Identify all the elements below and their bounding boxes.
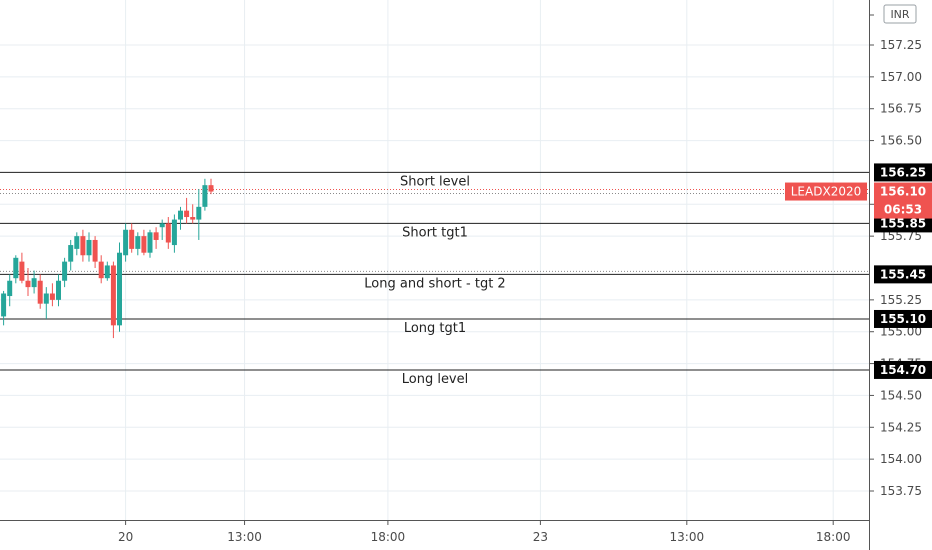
candle-body [208,185,214,192]
price-tick-label: 155.75 [880,229,922,243]
candle-body [165,223,171,243]
candle-body [202,185,208,207]
price-tags: 156.25 155.85 155.45 155.10 154.70 LEADX2020 1… [785,163,932,379]
candle-body [117,252,122,326]
candle-body [62,261,68,281]
level-label: Long tgt1 [404,321,466,336]
price-tick-label: 157.25 [880,38,922,52]
time-tick-label: 18:00 [371,530,406,544]
level-price-tag [874,163,932,182]
grid-lines [0,0,869,520]
countdown-label: 06:53 [884,203,922,217]
candle-body [13,257,19,279]
level-price-label: 156.25 [880,165,926,179]
last-price-label: 156.10 [880,185,926,199]
price-tick-label: 157.00 [880,70,922,84]
price-tick-label: 155.25 [880,293,922,307]
candle-body [7,280,13,297]
level-price-label: 155.85 [880,216,926,230]
level-label: Short tgt1 [402,225,468,240]
symbol-label: LEADX2020 [791,185,861,199]
level-label: Long level [402,372,469,387]
candle-body [56,280,61,300]
level-price-tag [874,265,932,284]
candle-body [68,245,74,262]
candle-body [98,261,104,279]
candle-body [37,280,43,304]
candle-body [171,219,177,246]
candle-body [141,236,147,253]
level-label: Short level [400,174,470,189]
candle-body [159,223,165,228]
candle-body [147,232,153,253]
price-tick-label: 153.75 [880,484,922,498]
level-price-label: 154.70 [880,363,926,377]
price-tick-label: 156.50 [880,134,922,148]
candles [1,178,214,339]
level-price-label: 155.45 [880,267,926,281]
time-tick-label: 18:00 [816,530,851,544]
candle-body [178,210,183,220]
level-price-tag [874,360,932,379]
candle-body [153,232,159,240]
price-tick-label: 155.00 [880,325,922,339]
candle-body [80,236,86,256]
last-price-tag [874,182,932,219]
candle-body [43,293,49,304]
candle-body [123,229,129,256]
candle-body [184,210,190,218]
currency-badge [883,4,917,24]
candle-body [25,280,31,288]
candle-body [19,261,25,281]
time-axis[interactable]: 20 13:00 18:00 23 13:00 18:00 [0,520,869,544]
candle-body [190,217,196,220]
time-tick-label: 20 [118,530,133,544]
candle-body [135,236,141,249]
symbol-tag [785,182,867,201]
price-tick-label: 154.00 [880,452,922,466]
candle-body [49,293,55,300]
level-price-tag [874,214,932,233]
level-lines: Short level Short tgt1 Long and short - tg… [0,171,869,387]
level-price-label: 155.10 [880,312,926,326]
level-price-tag [874,309,932,328]
price-tick-label: 154.25 [880,420,922,434]
price-tick-label: 156.75 [880,102,922,116]
currency-label: INR [890,8,909,21]
candle-body [104,265,110,279]
time-tick-label: 23 [533,530,548,544]
time-tick-label: 13:00 [227,530,262,544]
candle-body [74,236,80,249]
price-tick-label: 154.50 [880,388,922,402]
candle-body [196,206,202,220]
candle-body [1,293,7,317]
candle-body [86,239,92,256]
candle-body [110,265,116,326]
level-label: Long and short - tgt 2 [364,276,505,291]
candle-body [92,239,98,262]
time-tick-label: 13:00 [670,530,705,544]
candle-body [31,278,37,288]
candle-body [129,229,135,249]
